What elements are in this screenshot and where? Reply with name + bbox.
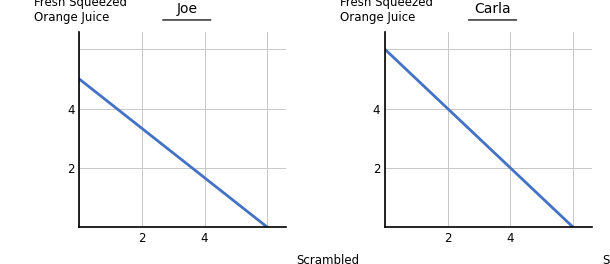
Text: Carla: Carla — [474, 2, 511, 16]
Text: Scrambled
Eggs: Scrambled Eggs — [602, 254, 610, 264]
Text: Joe: Joe — [176, 2, 197, 16]
Text: Scrambled
Eggs: Scrambled Eggs — [296, 254, 359, 264]
Text: Fresh Squeezed
Orange Juice: Fresh Squeezed Orange Juice — [34, 0, 127, 24]
Text: Fresh Squeezed
Orange Juice: Fresh Squeezed Orange Juice — [340, 0, 432, 24]
